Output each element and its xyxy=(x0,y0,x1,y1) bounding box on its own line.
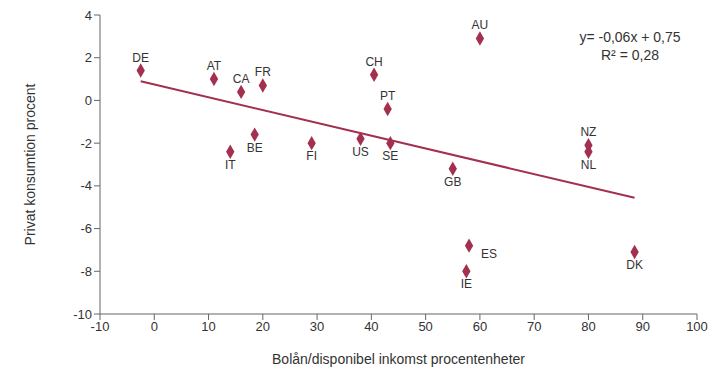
svg-text:ES: ES xyxy=(481,247,497,261)
svg-text:0: 0 xyxy=(85,93,92,108)
svg-text:DK: DK xyxy=(626,258,643,272)
svg-text:IT: IT xyxy=(225,158,236,172)
svg-text:20: 20 xyxy=(256,319,270,334)
svg-text:10: 10 xyxy=(201,319,215,334)
svg-text:-6: -6 xyxy=(80,221,92,236)
svg-text:GB: GB xyxy=(444,175,461,189)
svg-text:FR: FR xyxy=(255,65,271,79)
svg-text:CA: CA xyxy=(233,72,250,86)
svg-text:AT: AT xyxy=(207,59,222,73)
svg-text:-10: -10 xyxy=(91,319,110,334)
svg-text:4: 4 xyxy=(85,8,92,23)
html-text:R² = 0,28: R² = 0,28 xyxy=(601,47,659,63)
svg-text:2: 2 xyxy=(85,50,92,65)
svg-text:BE: BE xyxy=(247,141,263,155)
svg-text:-4: -4 xyxy=(80,178,92,193)
svg-text:30: 30 xyxy=(310,319,324,334)
svg-text:40: 40 xyxy=(364,319,378,334)
svg-text:CH: CH xyxy=(365,55,382,69)
svg-text:-2: -2 xyxy=(80,136,92,151)
svg-text:-8: -8 xyxy=(80,264,92,279)
svg-text:100: 100 xyxy=(686,319,708,334)
svg-text:50: 50 xyxy=(418,319,432,334)
svg-text:Bolån/disponibel inkomst proce: Bolån/disponibel inkomst procentenheter xyxy=(272,351,525,367)
svg-text:70: 70 xyxy=(527,319,541,334)
svg-text:80: 80 xyxy=(581,319,595,334)
svg-text:PT: PT xyxy=(380,89,396,103)
svg-text:SE: SE xyxy=(382,149,398,163)
svg-text:NZ: NZ xyxy=(580,125,596,139)
svg-text:AU: AU xyxy=(472,18,489,32)
svg-text:IE: IE xyxy=(461,277,472,291)
svg-text:90: 90 xyxy=(635,319,649,334)
svg-text:-10: -10 xyxy=(73,307,92,322)
svg-text:FI: FI xyxy=(306,149,317,163)
svg-text:Privat konsumtion procent: Privat konsumtion procent xyxy=(22,83,38,245)
html-text:y= -0,06x + 0,75: y= -0,06x + 0,75 xyxy=(579,29,681,45)
svg-text:DE: DE xyxy=(132,51,149,65)
svg-text:60: 60 xyxy=(473,319,487,334)
svg-text:0: 0 xyxy=(151,319,158,334)
svg-text:NL: NL xyxy=(581,158,597,172)
svg-text:US: US xyxy=(352,145,369,159)
